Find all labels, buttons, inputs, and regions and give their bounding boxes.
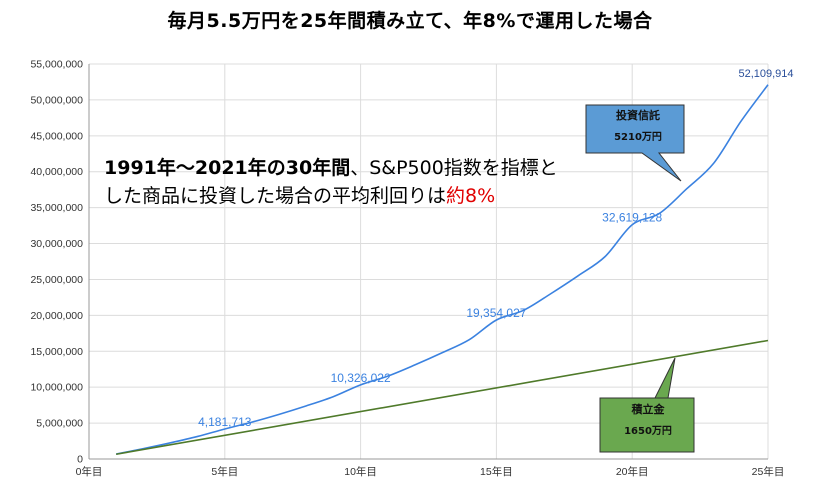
y-tick-label: 50,000,000: [30, 94, 83, 106]
x-tick-label: 15年目: [480, 465, 513, 478]
data-label: 19,354,027: [466, 306, 526, 320]
axis-layer: 0 5,000,000 10,000,000 15,000,000 20,000,000…: [30, 59, 784, 479]
series-line-principal: [116, 339, 769, 456]
annotation-period: 1991年～2021年の30年間: [104, 157, 351, 179]
y-tick-label: 55,000,000: [30, 59, 83, 71]
data-label: 4,181,713: [198, 415, 252, 429]
chart-title: 毎月5.5万円を25年間積み立て、年8%で運用した場合: [167, 10, 653, 32]
callout-principal-value: 1650万円: [624, 426, 672, 437]
callout-principal: 積立金 1650万円: [601, 402, 695, 440]
data-label: 10,326,022: [331, 371, 391, 385]
series-line-investment: [116, 84, 769, 455]
x-tick-label: 5年目: [211, 465, 238, 478]
x-tick-label: 25年目: [752, 465, 785, 478]
annotation-yield-text: した商品に投資した場合の平均利回りは: [104, 185, 447, 207]
callout-investment-box: [585, 104, 685, 182]
series-layer: [116, 84, 769, 456]
callout-investment: 投資信託 5210万円: [590, 108, 686, 146]
x-tick-label: 0年目: [76, 465, 103, 478]
y-tick-label: 15,000,000: [30, 346, 83, 358]
callout-investment-title: 投資信託: [616, 109, 660, 122]
callout-investment-value: 5210万円: [614, 132, 662, 143]
y-tick-label: 45,000,000: [30, 130, 83, 142]
callout-principal-box: [599, 357, 695, 453]
label-layer: 4,181,713 10,326,022 19,354,027 32,619,128 5…: [198, 68, 793, 429]
annotation-text: 1991年～2021年の30年間、S&P500指数を指標と した商品に投資した場…: [104, 154, 644, 210]
y-tick-label: 40,000,000: [30, 166, 83, 178]
data-label: 52,109,914: [738, 68, 793, 80]
annotation-index: 、S&P500指数を指標と: [350, 157, 558, 179]
y-tick-label: 10,000,000: [30, 382, 83, 394]
y-tick-label: 30,000,000: [30, 238, 83, 250]
y-tick-label: 20,000,000: [30, 310, 83, 322]
y-tick-label: 35,000,000: [30, 202, 83, 214]
y-tick-label: 5,000,000: [36, 418, 83, 430]
y-tick-label: 25,000,000: [30, 274, 83, 286]
data-label: 32,619,128: [602, 211, 662, 225]
y-tick-label: 0: [77, 454, 83, 466]
callout-principal-title: 積立金: [631, 403, 665, 416]
annotation-yield-value: 約8%: [446, 185, 496, 207]
callout-layer: [585, 104, 695, 453]
x-tick-label: 20年目: [616, 465, 649, 478]
x-tick-label: 10年目: [344, 465, 377, 478]
